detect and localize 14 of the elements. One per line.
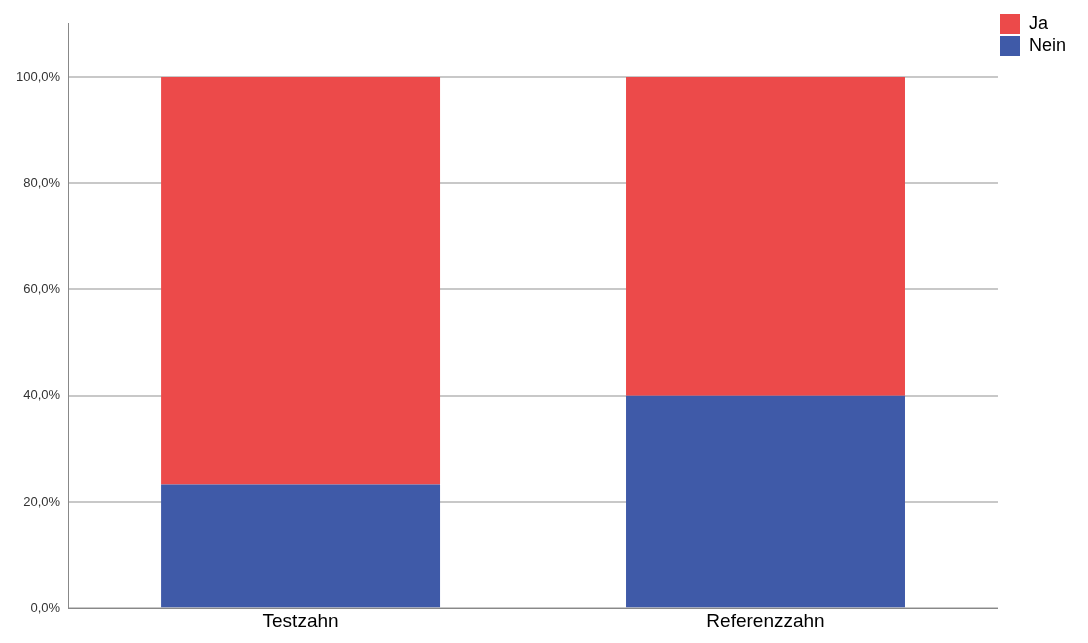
x-tick-label: Referenzzahn <box>706 609 825 631</box>
bar <box>161 76 441 485</box>
y-tick-label: 0,0% <box>30 599 61 615</box>
bar <box>626 395 905 608</box>
legend-label: Ja <box>1028 12 1049 33</box>
bar <box>161 484 441 608</box>
y-tick-label: 100,0% <box>16 68 61 84</box>
y-tick-label: 20,0% <box>23 493 61 509</box>
y-tick-label: 40,0% <box>23 387 61 403</box>
y-tick-label: 60,0% <box>23 281 61 297</box>
bar <box>626 76 905 396</box>
legend-label: Nein <box>1028 34 1067 55</box>
x-tick-label: Testzahn <box>262 609 339 631</box>
y-tick-label: 80,0% <box>23 174 61 190</box>
